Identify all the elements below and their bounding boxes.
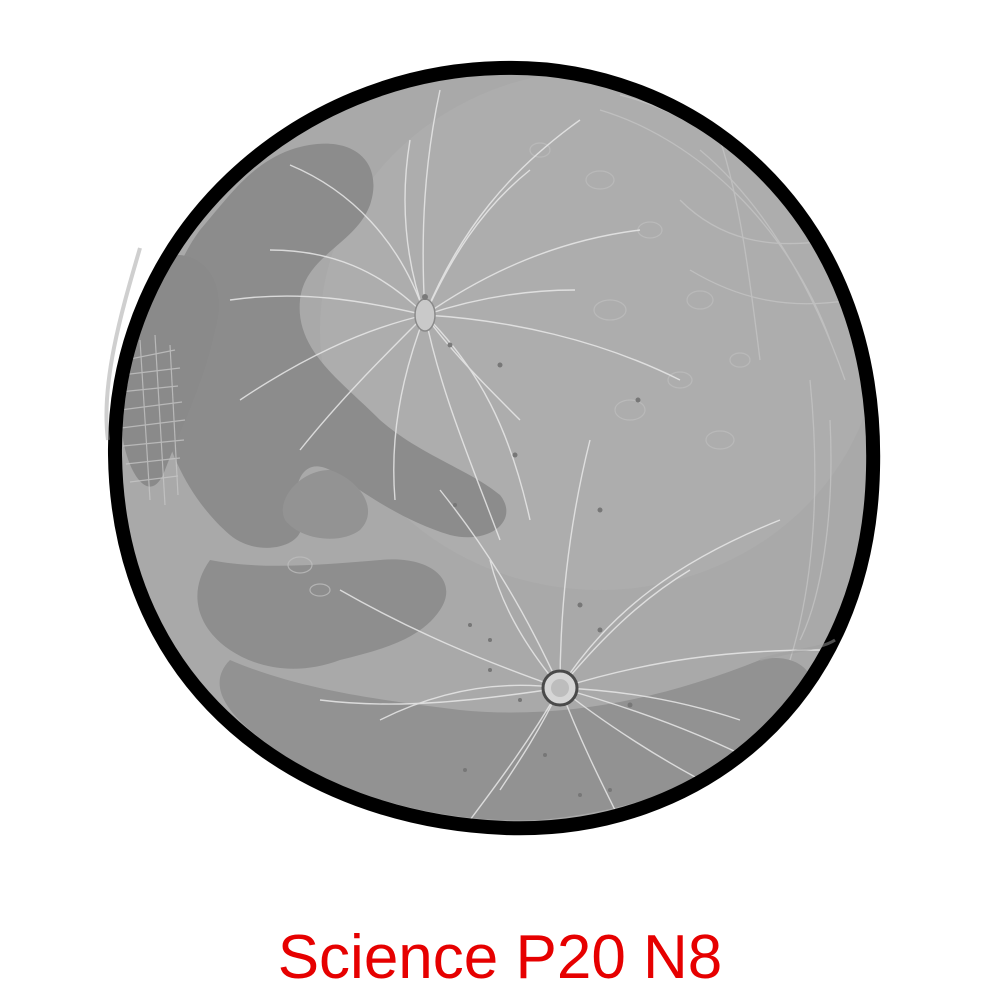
caption-label: Science P20 N8 bbox=[277, 923, 723, 992]
moon-outline bbox=[107, 60, 881, 836]
ray-crater-upper bbox=[229, 89, 681, 541]
sketch-hatching bbox=[119, 334, 186, 506]
